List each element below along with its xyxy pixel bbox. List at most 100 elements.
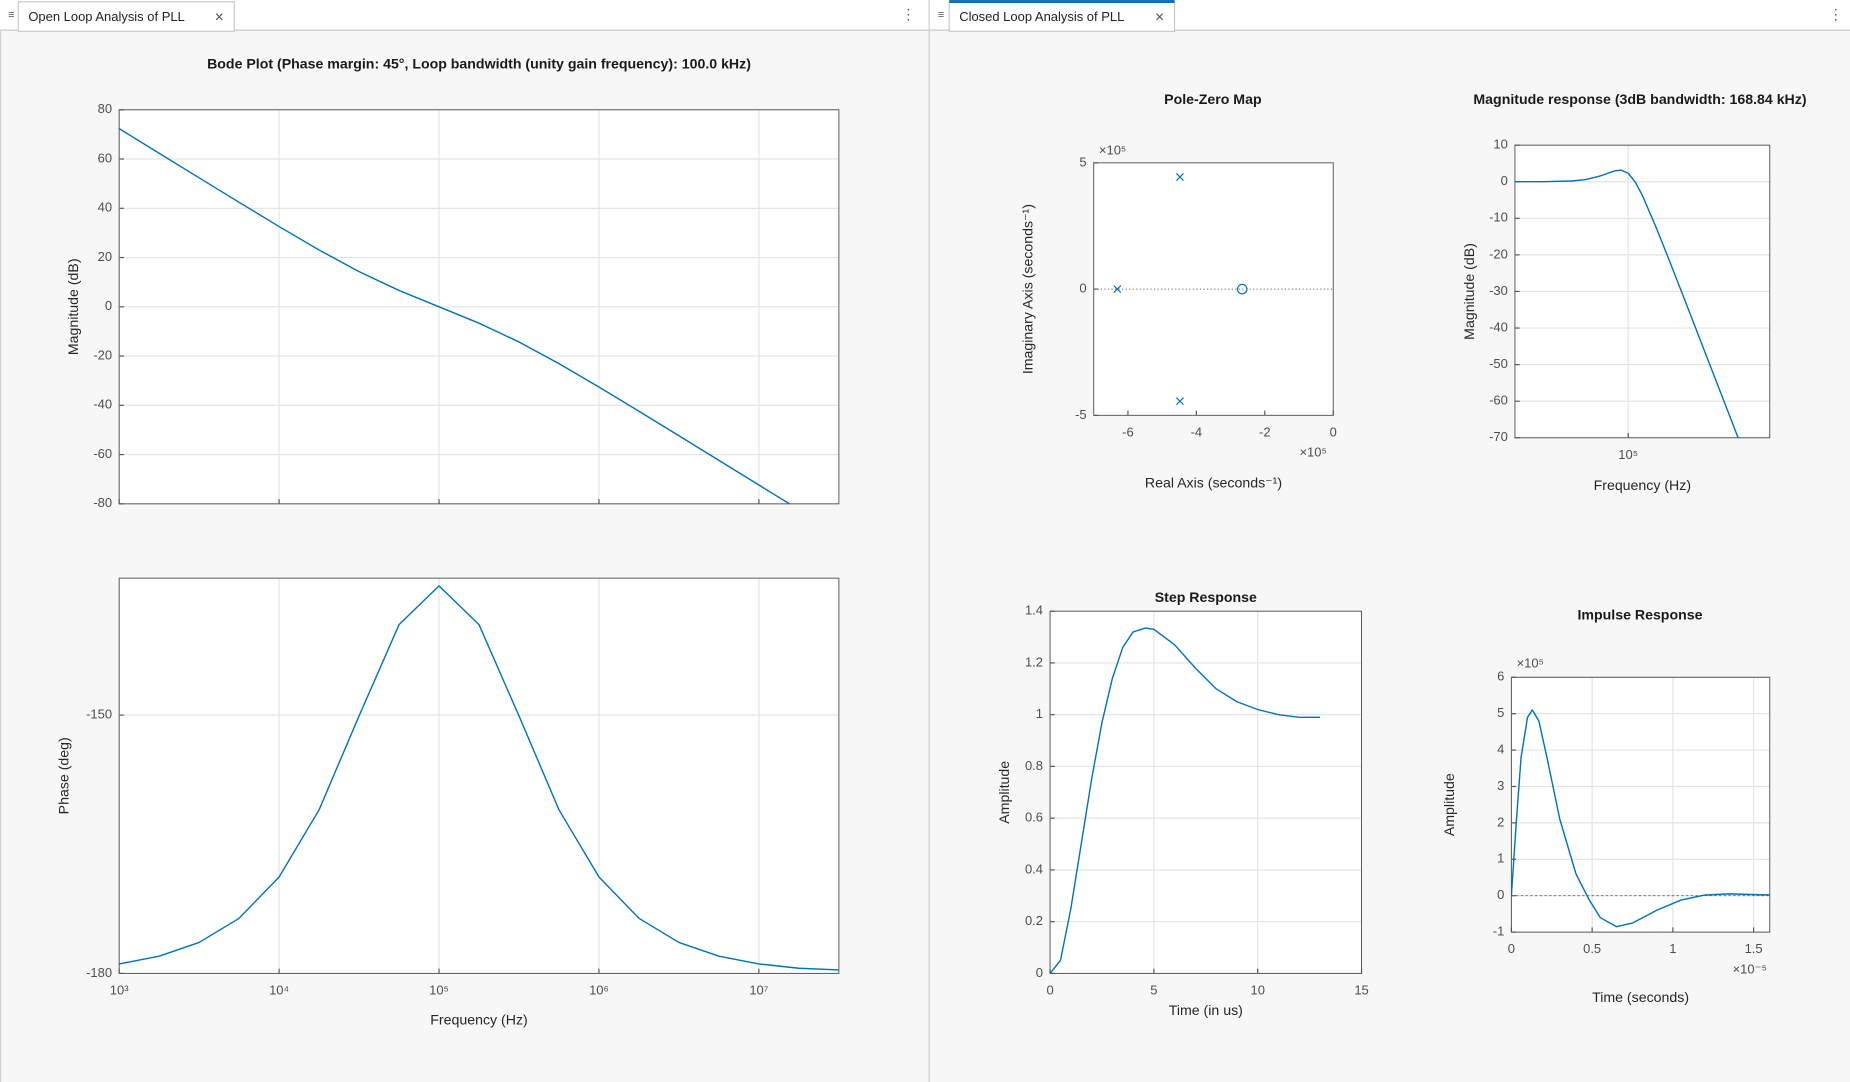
y-tick-label: -80 — [93, 495, 112, 510]
y-axis-label: Imaginary Axis (seconds⁻¹) — [1020, 204, 1036, 374]
pole-marker — [1175, 173, 1184, 181]
plot-area — [1050, 611, 1362, 974]
x-tick-label: 0.5 — [1583, 941, 1601, 956]
y-axis-label: Magnitude (dB) — [65, 258, 81, 355]
zero-marker — [1236, 283, 1248, 295]
x-tick-label: -2 — [1259, 424, 1271, 439]
x-tick-label: -6 — [1122, 424, 1134, 439]
x-exponent: ×10⁻⁵ — [1733, 961, 1767, 976]
pole-marker — [1113, 285, 1122, 294]
chart-title: Step Response — [1155, 589, 1257, 605]
y-tick-label: -30 — [1489, 283, 1508, 298]
y-tick-label: 2 — [1497, 814, 1504, 829]
y-tick-label: 0 — [105, 298, 112, 313]
data-line — [1514, 169, 1739, 438]
y-tick-label: 0.6 — [1025, 810, 1043, 825]
x-tick-label: 0 — [1046, 983, 1053, 998]
x-tick-label: -4 — [1191, 424, 1203, 439]
tab-bar — [0, 0, 1850, 31]
y-tick-label: -150 — [86, 707, 112, 722]
y-tick-label: 6 — [1497, 669, 1504, 684]
x-axis-label: Real Axis (seconds⁻¹) — [1145, 475, 1282, 491]
chart-title: Pole-Zero Map — [1164, 91, 1262, 107]
y-tick-label: 4 — [1497, 742, 1504, 757]
y-axis-label: Phase (deg) — [56, 737, 72, 814]
chart-title: Magnitude response (3dB bandwidth: 168.8… — [1473, 91, 1806, 107]
x-tick-label: 10⁵ — [1618, 447, 1638, 462]
y-tick-label: -180 — [86, 965, 112, 980]
tab[interactable] — [17, 1, 235, 32]
chart-title: Impulse Response — [1578, 607, 1703, 623]
x-tick-label: 10⁴ — [269, 983, 289, 998]
y-tick-label: -40 — [1489, 319, 1508, 334]
x-tick-label: 10⁷ — [749, 983, 768, 998]
x-tick-label: 1 — [1669, 941, 1676, 956]
y-tick-label: -20 — [93, 347, 112, 362]
panel-options[interactable]: ⋮ — [901, 6, 915, 22]
x-axis-label: Time (seconds) — [1592, 989, 1689, 1005]
x-tick-label: 10⁵ — [429, 983, 449, 998]
y-tick-label: 40 — [98, 200, 112, 215]
y-tick-label: 60 — [98, 150, 112, 165]
y-tick-label: 0 — [1036, 965, 1043, 980]
y-tick-label: 0 — [1501, 173, 1508, 188]
y-tick-label: 1 — [1497, 851, 1504, 866]
y-tick-label: -20 — [1489, 246, 1508, 261]
y-tick-label: -50 — [1489, 356, 1508, 371]
x-tick-label: 1.5 — [1745, 941, 1763, 956]
y-tick-label: 0.4 — [1025, 861, 1043, 876]
x-tick-label: 10⁶ — [589, 983, 609, 998]
x-axis-label: Frequency (Hz) — [430, 1011, 527, 1027]
y-tick-label: -5 — [1075, 407, 1087, 422]
panel-menu-icon[interactable]: ≡ — [938, 9, 944, 21]
axes-box — [118, 577, 840, 974]
plot-area — [1511, 677, 1770, 933]
y-axis-label: Amplitude — [1441, 773, 1457, 836]
y-exponent: ×10⁵ — [1517, 656, 1544, 671]
axes-box — [1093, 162, 1334, 416]
y-tick-label: 5 — [1497, 705, 1504, 720]
panel-options[interactable]: ⋮ — [1829, 6, 1843, 22]
y-exponent: ×10⁵ — [1099, 142, 1126, 157]
y-tick-label: 0.2 — [1025, 913, 1043, 928]
y-tick-label: 80 — [98, 101, 112, 116]
y-tick-label: -40 — [93, 397, 112, 412]
tab[interactable] — [948, 1, 1176, 32]
tab-close[interactable]: × — [1155, 9, 1164, 26]
x-exponent: ×10⁵ — [1299, 445, 1326, 460]
x-tick-label: 10³ — [110, 983, 129, 998]
active-tab-indicator — [949, 0, 1175, 3]
y-axis-label: Magnitude (dB) — [1461, 243, 1477, 340]
axes-box — [118, 109, 840, 505]
y-tick-label: -70 — [1489, 429, 1508, 444]
y-tick-label: -10 — [1489, 210, 1508, 225]
y-tick-label: 0.8 — [1025, 758, 1043, 773]
x-tick-label: 0 — [1508, 941, 1515, 956]
y-tick-label: 3 — [1497, 778, 1504, 793]
data-line — [119, 128, 791, 504]
y-tick-label: -60 — [93, 446, 112, 461]
x-tick-label: 5 — [1150, 983, 1157, 998]
y-tick-label: 1.2 — [1025, 654, 1043, 669]
axes-box — [1514, 144, 1771, 439]
y-tick-label: 0 — [1079, 281, 1086, 296]
y-tick-label: 1.4 — [1025, 603, 1043, 618]
y-tick-label: 1 — [1036, 706, 1043, 721]
axes-box — [1510, 676, 1771, 933]
y-tick-label: 5 — [1079, 154, 1086, 169]
y-axis-label: Amplitude — [996, 761, 1012, 824]
x-tick-label: 0 — [1330, 424, 1337, 439]
data-line — [1050, 627, 1321, 974]
x-tick-label: 15 — [1354, 983, 1368, 998]
x-axis-label: Time (in us) — [1169, 1002, 1243, 1018]
y-tick-label: 0 — [1497, 887, 1504, 902]
y-tick-label: 20 — [98, 249, 112, 264]
tab-label[interactable]: Closed Loop Analysis of PLL — [959, 9, 1124, 24]
y-tick-label: -1 — [1493, 924, 1505, 939]
tab-close[interactable]: × — [215, 9, 224, 26]
panel-menu-icon[interactable]: ≡ — [8, 9, 14, 21]
tab-label[interactable]: Open Loop Analysis of PLL — [28, 9, 184, 24]
y-tick-label: 10 — [1493, 137, 1507, 152]
axes-box — [1049, 610, 1363, 974]
